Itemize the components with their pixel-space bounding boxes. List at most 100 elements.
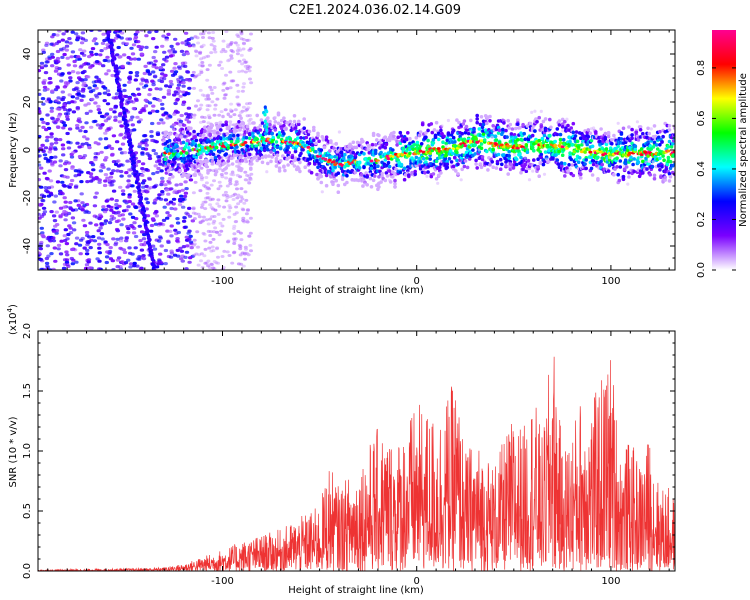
- spectrogram-cell: [108, 107, 114, 111]
- spectrogram-cell: [47, 76, 53, 81]
- spectrogram-cell: [479, 146, 484, 150]
- spectrogram-cell: [171, 123, 177, 127]
- spectrogram-cell: [270, 131, 274, 136]
- spectrogram-cell: [445, 165, 450, 170]
- spectrogram-cell: [408, 141, 412, 146]
- spectrogram-cell: [616, 121, 620, 125]
- spectrogram-cell: [116, 45, 121, 50]
- spectrogram-cell: [222, 81, 227, 85]
- spectrogram-cell: [249, 166, 253, 171]
- spectrogram-cell: [319, 148, 324, 152]
- spectrogram-cell: [125, 110, 131, 114]
- spectrogram-cell: [485, 149, 489, 154]
- spectrogram-cell: [207, 246, 212, 250]
- spectrogram-cell: [138, 47, 143, 52]
- spectrogram-cell: [211, 39, 216, 43]
- spectrogram-cell: [82, 53, 87, 57]
- spectrogram-cell: [96, 108, 102, 112]
- spectrogram-cell: [176, 189, 182, 193]
- spectrogram-cell: [132, 226, 137, 230]
- spectrogram-cell: [63, 218, 68, 222]
- spectrogram-cell: [172, 146, 176, 150]
- spectrogram-cell: [345, 180, 349, 185]
- spectrogram-cell: [436, 181, 440, 185]
- spectrogram-cell: [660, 140, 664, 144]
- spectrogram-cell: [539, 109, 543, 113]
- spectrogram-cell: [660, 164, 664, 169]
- spectrogram-cell: [187, 237, 192, 241]
- spectrogram-cell: [509, 162, 514, 167]
- spectrogram-cell: [223, 93, 228, 97]
- spectrogram-cell: [122, 83, 127, 87]
- spectrogram-cell: [197, 172, 202, 176]
- spectrogram-cell: [485, 121, 489, 126]
- spectrogram-cell: [178, 119, 184, 123]
- spectrogram-cell: [92, 214, 98, 218]
- spectrogram-cell: [55, 49, 61, 54]
- spectrogram-cell: [234, 205, 239, 209]
- spectrogram-cell: [38, 212, 41, 216]
- spectrogram-cell: [323, 157, 328, 161]
- spectrogram-cell: [102, 58, 108, 63]
- spectrogram-cell: [456, 172, 460, 176]
- spectrogram-cell: [219, 110, 224, 114]
- spectrogram-cell: [149, 138, 155, 143]
- spectrogram-cell: [273, 120, 278, 124]
- spectrogram-cell: [221, 217, 226, 221]
- spectrogram-cell: [235, 95, 240, 99]
- spectrogram-cell: [540, 136, 545, 141]
- spectrogram-cell: [203, 247, 208, 251]
- spectrogram-cell: [87, 86, 92, 90]
- spectrogram-cell: [93, 119, 98, 123]
- spectrogram-cell: [649, 127, 653, 131]
- spectrogram-cell: [75, 71, 81, 75]
- spectrogram-cell: [334, 142, 339, 146]
- spectrogram-cell: [136, 87, 141, 91]
- spectrogram-cell: [418, 160, 423, 164]
- spectrogram-cell: [203, 129, 207, 133]
- spectrogram-cell: [207, 63, 212, 67]
- spectrogram-cell: [103, 240, 108, 244]
- spectrogram-cell: [202, 30, 207, 33]
- spectrogram-cell: [490, 135, 494, 139]
- spectrogram-cell: [147, 93, 152, 97]
- spectrogram-cell: [228, 108, 233, 112]
- spectrogram-cell: [508, 122, 513, 127]
- spectrogram-cell: [179, 49, 185, 54]
- spectrogram-cell: [526, 158, 531, 163]
- spectrogram-cell: [209, 51, 214, 55]
- spectrogram-cell: [590, 144, 595, 149]
- spectrogram-cell: [103, 146, 109, 150]
- spectrogram-cell: [61, 105, 66, 109]
- spectrogram-cell: [185, 244, 190, 248]
- spectrogram-cell: [171, 175, 175, 179]
- spectrogram-cell: [56, 243, 62, 247]
- spectrogram-cell: [530, 110, 534, 114]
- spectrogram-cell: [371, 178, 376, 183]
- spectrogram-cell: [247, 234, 252, 238]
- spectrogram-cell: [165, 211, 170, 215]
- y-tick-label: -20: [22, 190, 33, 206]
- spectrogram-cell: [103, 179, 108, 183]
- spectrogram-cell: [54, 66, 59, 70]
- spectrogram-cell: [185, 139, 190, 143]
- spectrogram-y-axis-label: Frequency (Hz): [8, 112, 19, 188]
- spectrogram-cell: [147, 72, 152, 76]
- spectrogram-cell: [276, 112, 281, 117]
- spectrogram-cell: [188, 240, 194, 244]
- spectrogram-cell: [105, 176, 110, 180]
- spectrogram-cell: [667, 124, 672, 128]
- spectrogram-cell: [440, 124, 444, 128]
- spectrogram-cell: [203, 185, 208, 189]
- spectrogram-cell: [143, 84, 149, 88]
- spectrogram-cell: [570, 163, 575, 167]
- spectrogram-cell: [490, 160, 495, 164]
- spectrogram-cell: [102, 38, 107, 43]
- spectrogram-cell: [537, 138, 541, 143]
- spectrogram-cell: [94, 86, 99, 90]
- spectrogram-cell: [45, 87, 50, 91]
- spectrogram-cell: [658, 129, 662, 134]
- spectrogram-cell: [181, 205, 186, 209]
- spectrogram-cell: [506, 118, 511, 123]
